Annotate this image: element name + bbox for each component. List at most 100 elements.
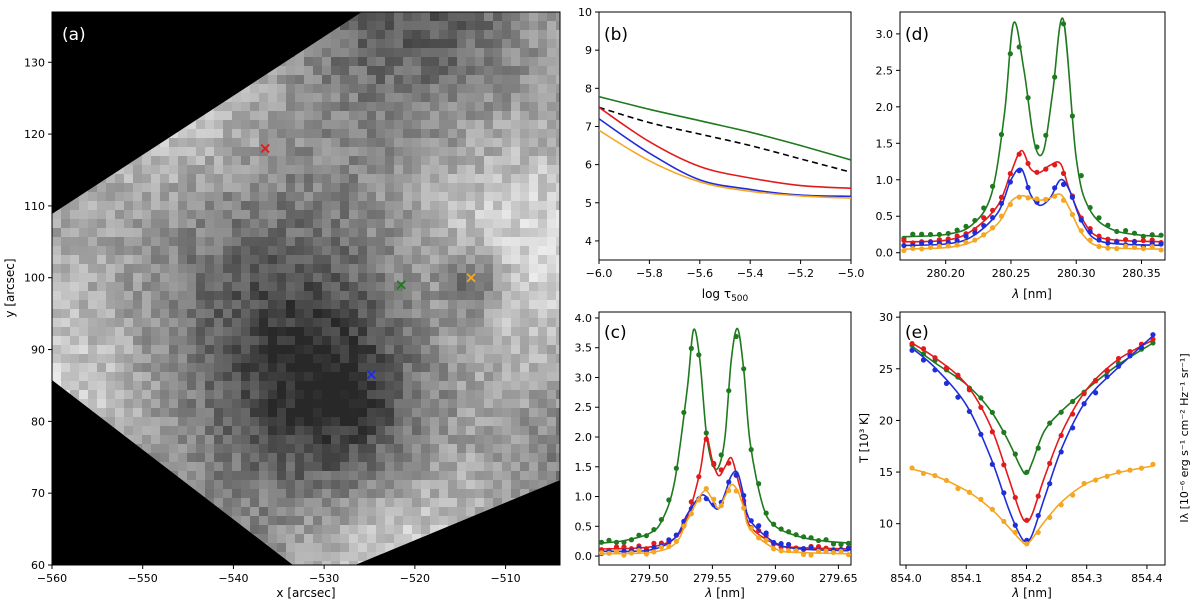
panel-a-pixel	[484, 237, 493, 246]
panel-a-pixel	[493, 120, 502, 129]
panel-a-pixel	[493, 66, 502, 75]
panel-a-pixel	[358, 174, 367, 183]
panel-a-pixel	[385, 480, 394, 489]
panel-a-pixel	[79, 309, 88, 318]
panel-a-pixel	[331, 147, 340, 156]
panel-a-pixel	[241, 174, 250, 183]
panel-a-pixel	[115, 246, 124, 255]
panel-a-pixel	[187, 336, 196, 345]
panel-a-pixel	[385, 534, 394, 543]
panel-a-pixel	[457, 210, 466, 219]
panel-a-pixel	[88, 381, 97, 390]
panel-a-pixel	[268, 291, 277, 300]
panel-a-pixel	[259, 84, 268, 93]
panel-a-pixel	[349, 453, 358, 462]
panel-a-pixel	[493, 165, 502, 174]
panel-a-pixel	[439, 336, 448, 345]
panel-a-pixel	[196, 390, 205, 399]
panel-a-pixel	[340, 516, 349, 525]
panel-a-pixel	[349, 462, 358, 471]
panel-a-pixel	[232, 219, 241, 228]
panel-a-pixel	[367, 57, 376, 66]
panel-c-dot-blue	[651, 544, 657, 550]
panel-a-pixel	[412, 120, 421, 129]
panel-d-dot-orange	[910, 245, 916, 252]
panel-a-pixel	[349, 417, 358, 426]
panel-a-pixel	[169, 237, 178, 246]
panel-a-pixel	[115, 426, 124, 435]
panel-a-pixel	[484, 156, 493, 165]
panel-a-pixel	[349, 543, 358, 552]
panel-a-pixel	[331, 309, 340, 318]
panel-a-pixel	[286, 327, 295, 336]
panel-a-pixel	[538, 93, 547, 102]
panel-a-pixel	[259, 525, 268, 534]
panel-a-pixel	[295, 444, 304, 453]
panel-a-pixel	[367, 336, 376, 345]
panel-a-pixel	[547, 354, 556, 363]
panel-a-pixel	[349, 345, 358, 354]
panel-b-ytick-label: 4	[585, 235, 592, 248]
panel-a-pixel	[529, 480, 538, 489]
panel-d-dot-blue	[998, 200, 1005, 207]
panel-a-pixel	[232, 426, 241, 435]
panel-a-pixel	[448, 381, 457, 390]
panel-a-pixel	[151, 156, 160, 165]
panel-a-pixel	[151, 363, 160, 372]
panel-a-pixel	[358, 120, 367, 129]
panel-a-pixel	[547, 291, 556, 300]
panel-a-pixel	[61, 381, 70, 390]
panel-a-pixel	[511, 237, 520, 246]
panel-a-pixel	[241, 489, 250, 498]
panel-a-pixel	[259, 354, 268, 363]
panel-a-pixel	[493, 498, 502, 507]
panel-a-pixel	[403, 489, 412, 498]
panel-a-pixel	[358, 525, 367, 534]
panel-a-pixel	[529, 327, 538, 336]
panel-a-pixel	[367, 399, 376, 408]
panel-c-ytick-label: 2.0	[575, 431, 593, 444]
panel-a-pixel	[313, 354, 322, 363]
panel-a-pixel	[223, 480, 232, 489]
panel-a-pixel	[430, 66, 439, 75]
panel-a-pixel	[331, 507, 340, 516]
panel-a-pixel	[214, 372, 223, 381]
panel-a-pixel	[223, 444, 232, 453]
panel-d-xtick-label: 280.25	[992, 267, 1031, 280]
panel-a-pixel	[457, 363, 466, 372]
panel-a-pixel	[322, 507, 331, 516]
panel-a-pixel	[169, 165, 178, 174]
panel-a-pixel	[241, 93, 250, 102]
panel-a-pixel	[475, 75, 484, 84]
panel-a-pixel	[97, 237, 106, 246]
panel-a-pixel	[547, 21, 556, 30]
panel-a-pixel	[439, 39, 448, 48]
panel-a-pixel	[394, 417, 403, 426]
panel-a-pixel	[412, 300, 421, 309]
panel-a-pixel	[187, 426, 196, 435]
panel-a-pixel	[268, 174, 277, 183]
panel-c-dot-red	[688, 499, 694, 505]
panel-a-pixel	[367, 12, 376, 21]
panel-e-dot-orange	[1024, 541, 1030, 547]
panel-a-pixel	[493, 372, 502, 381]
panel-a-pixel	[331, 552, 340, 561]
panel-a-pixel	[232, 462, 241, 471]
panel-a-pixel	[187, 453, 196, 462]
panel-a-pixel	[394, 291, 403, 300]
panel-a-pixel	[430, 327, 439, 336]
panel-e-dot-blue	[909, 347, 915, 353]
panel-a-pixel	[520, 300, 529, 309]
panel-a-pixel	[313, 327, 322, 336]
panel-a-pixel	[448, 390, 457, 399]
panel-a-pixel	[277, 273, 286, 282]
panel-a-pixel	[457, 48, 466, 57]
panel-b-series-orange	[599, 129, 851, 199]
panel-a-pixel	[61, 309, 70, 318]
panel-a-pixel	[403, 237, 412, 246]
panel-e-xlabel-unit: [nm]	[1019, 586, 1051, 600]
panel-b-ytick-label: 6	[585, 159, 592, 172]
panel-a-pixel	[178, 228, 187, 237]
panel-a-pixel	[475, 489, 484, 498]
panel-a-pixel	[529, 273, 538, 282]
